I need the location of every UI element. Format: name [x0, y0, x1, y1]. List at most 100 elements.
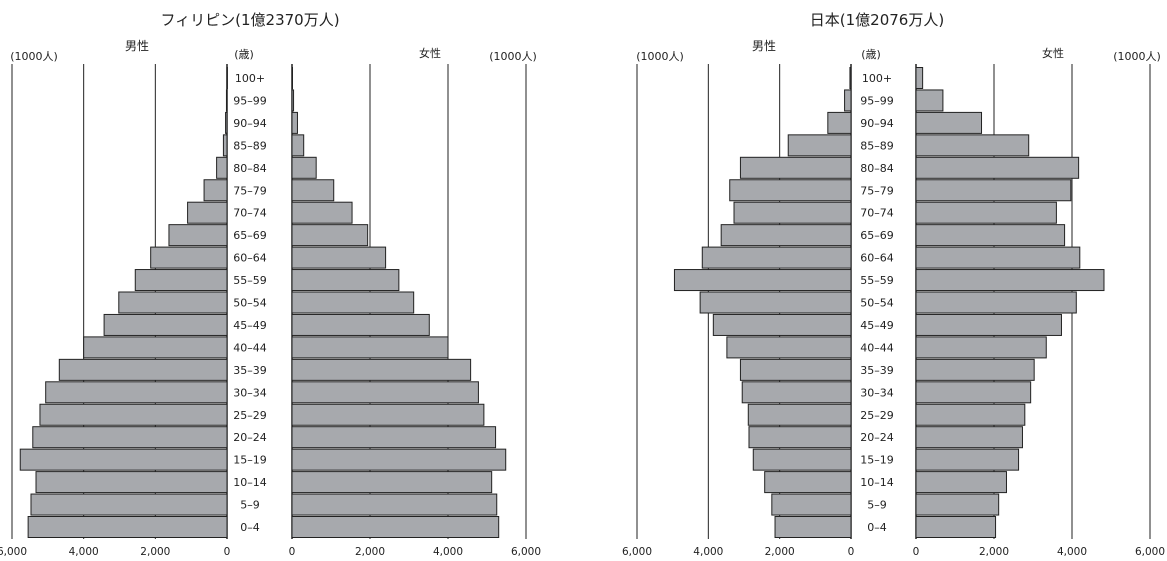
- female-bar: [291, 201, 353, 224]
- female-tick-label: 0: [913, 546, 920, 558]
- male-bar: [118, 291, 228, 314]
- age-group-label: 5–9: [867, 499, 887, 512]
- unit-label-left: (1000人): [10, 50, 58, 63]
- age-group-label: 60–64: [860, 252, 894, 265]
- female-bar: [915, 471, 1007, 494]
- male-tick-label: 4,000: [69, 546, 99, 558]
- male-tick-label: 4,000: [693, 546, 723, 558]
- age-group-label: 5–9: [240, 499, 260, 512]
- female-bar: [291, 358, 472, 381]
- male-bar: [19, 448, 228, 471]
- male-bar: [849, 67, 852, 89]
- female-tick-label: 6,000: [1135, 546, 1165, 558]
- female-bar: [291, 403, 485, 426]
- female-bar: [915, 201, 1057, 224]
- female-bar: [291, 179, 335, 202]
- female-bar: [291, 471, 493, 494]
- age-group-label: 35–39: [860, 364, 894, 377]
- male-tick-label: 2,000: [765, 546, 795, 558]
- male-tick-label: 0: [224, 546, 231, 558]
- age-group-label: 45–49: [233, 319, 267, 332]
- male-bar: [771, 493, 852, 516]
- female-bar: [915, 67, 924, 89]
- age-group-label: 85–89: [233, 139, 267, 152]
- female-bar: [291, 448, 507, 471]
- female-bar: [915, 448, 1020, 471]
- male-bar: [739, 358, 852, 381]
- male-bar: [27, 516, 228, 538]
- female-label: 女性: [1042, 46, 1064, 60]
- female-bar: [291, 224, 369, 247]
- female-bar: [915, 403, 1026, 426]
- age-group-label: 85–89: [860, 139, 894, 152]
- age-group-label: 90–94: [233, 117, 267, 130]
- female-bar: [291, 156, 317, 179]
- male-tick-label: 6,000: [0, 546, 27, 558]
- female-tick-label: 4,000: [433, 546, 463, 558]
- female-tick-label: 2,000: [979, 546, 1009, 558]
- female-bar: [915, 426, 1023, 449]
- female-bar: [915, 358, 1035, 381]
- female-bar: [915, 269, 1105, 292]
- male-bar: [752, 448, 852, 471]
- male-bar: [701, 246, 852, 269]
- age-group-label: 70–74: [233, 207, 267, 220]
- female-bar: [915, 89, 944, 112]
- age-group-label: 50–54: [233, 297, 267, 310]
- chart-title: フィリピン(1億2370万人): [160, 11, 339, 29]
- female-bar: [291, 134, 305, 157]
- age-group-label: 80–84: [233, 162, 267, 175]
- male-bar: [699, 291, 852, 314]
- male-bar: [827, 111, 852, 134]
- age-group-label: 45–49: [860, 319, 894, 332]
- male-bar: [32, 426, 228, 449]
- age-group-label: 0–4: [867, 521, 887, 534]
- male-bar: [733, 201, 852, 224]
- age-group-label: 65–69: [860, 229, 894, 242]
- male-bar: [226, 67, 228, 89]
- male-bar: [712, 313, 852, 336]
- female-bar: [291, 516, 500, 538]
- female-bar: [915, 224, 1066, 247]
- age-group-label: 40–44: [860, 341, 894, 354]
- male-bar: [83, 336, 228, 359]
- male-bar: [45, 381, 228, 404]
- male-bar: [741, 381, 852, 404]
- female-bar: [915, 336, 1047, 359]
- age-group-label: 30–34: [860, 386, 894, 399]
- male-tick-label: 2,000: [140, 546, 170, 558]
- female-bar: [291, 313, 430, 336]
- female-bar: [291, 67, 293, 89]
- male-bar: [787, 134, 852, 157]
- female-tick-label: 2,000: [355, 546, 385, 558]
- male-bar: [103, 313, 228, 336]
- age-group-label: 95–99: [860, 94, 894, 107]
- age-group-label: 95–99: [233, 94, 267, 107]
- male-bar: [187, 201, 228, 224]
- chart-title: 日本(1億2076万人): [810, 11, 944, 29]
- female-bar: [915, 516, 997, 538]
- female-tick-label: 4,000: [1057, 546, 1087, 558]
- age-group-label: 10–14: [860, 476, 894, 489]
- age-unit-label: (歳): [234, 48, 254, 61]
- male-bar: [30, 493, 228, 516]
- age-group-label: 100+: [862, 72, 892, 85]
- age-group-label: 25–29: [860, 409, 894, 422]
- age-group-label: 25–29: [233, 409, 267, 422]
- age-group-label: 100+: [235, 72, 265, 85]
- age-group-label: 60–64: [233, 252, 267, 265]
- male-bar: [673, 269, 852, 292]
- female-bar: [291, 111, 298, 134]
- age-group-label: 15–19: [860, 454, 894, 467]
- age-group-label: 40–44: [233, 341, 267, 354]
- male-bar: [747, 403, 852, 426]
- age-group-label: 10–14: [233, 476, 267, 489]
- female-bar: [915, 313, 1062, 336]
- male-bar: [203, 179, 228, 202]
- unit-label-left: (1000人): [636, 50, 684, 63]
- male-bar: [225, 89, 228, 112]
- female-tick-label: 0: [289, 546, 296, 558]
- male-label: 男性: [125, 39, 149, 53]
- male-bar: [748, 426, 852, 449]
